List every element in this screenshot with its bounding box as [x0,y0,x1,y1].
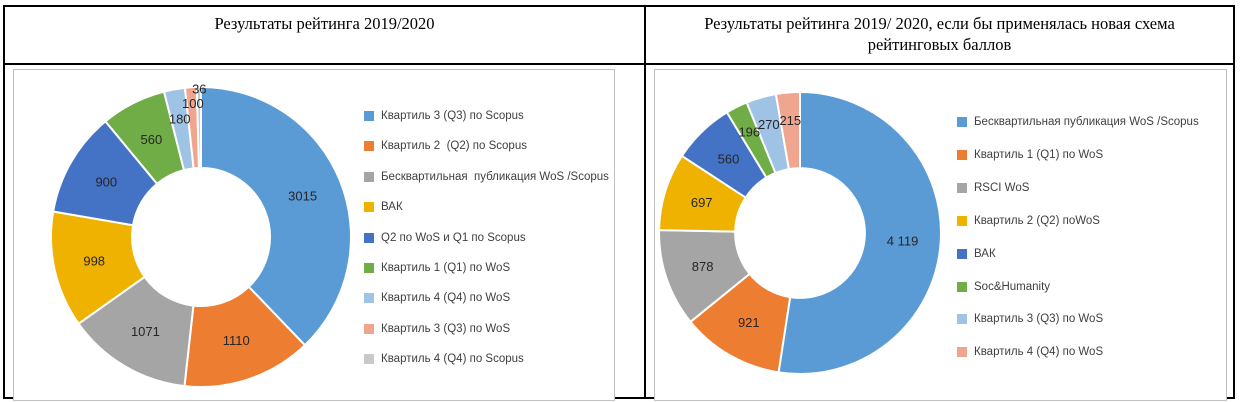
legend-swatch-icon [364,323,374,334]
legend-label: Бесквартильная публикация WoS /Scopus [974,116,1199,128]
chart-title-line-2: рейтинговых баллов [867,35,1012,54]
legend-swatch-icon [364,141,374,152]
legend-swatch-icon [364,202,374,213]
slice-value-label: 215 [779,113,801,128]
legend-item[interactable]: Q2 по WoS и Q1 по Scopus [364,230,526,246]
legend-label: Квартиль 3 (Q3) по Scopus [381,110,524,122]
legend-item[interactable]: Квартиль 1 (Q1) по WoS [364,260,510,276]
slice-value-label: 697 [691,195,713,210]
legend-swatch-icon [957,314,967,325]
slice-value-label: 36 [192,82,206,97]
legend-label: Квартиль 3 (Q3) по WoS [974,313,1104,326]
chart-legend: Квартиль 3 (Q3) по Scopus Квартиль 2 (Q2)… [14,70,614,400]
slice-value-label: 270 [758,117,780,132]
legend-label: Q2 по WoS и Q1 по Scopus [381,231,526,244]
legend-label: ВАК [381,201,403,214]
legend-swatch-icon [957,215,967,226]
legend-label: Квартиль 4 (Q4) по WoS [381,292,511,305]
donut-slice[interactable] [777,90,942,375]
slice-value-label: 921 [738,315,760,330]
legend-swatch-icon [364,263,374,273]
legend-swatch-icon [364,293,374,304]
legend-item[interactable]: RSCI WoS [957,180,1029,196]
legend-swatch-icon [957,149,967,160]
legend-label: Бесквартильная публикация WoS /Scopus [381,170,609,183]
slice-value-label: 100 [182,96,204,111]
donut-chart-2019-2020[interactable]: 3015 1110 1071 998 900 560 180 100 36 Квартиль 3 … [13,69,615,401]
legend-swatch-icon [364,171,374,182]
legend-label: Soc&Humanity [974,280,1051,293]
slice-value-label: 900 [95,175,117,190]
left-chart-cell: 3015 1110 1071 998 900 560 180 100 36 Квартиль 3 … [5,65,644,401]
legend-item[interactable]: Квартиль 4 (Q4) по Scopus [364,351,524,367]
legend-label: Квартиль 4 (Q4) по Scopus [381,353,524,366]
legend-label: ВАК [974,247,996,260]
slice-value-label: 998 [83,254,105,269]
legend-label: Квартиль 2 (Q2) по Scopus [381,140,527,153]
left-panel: Результаты рейтинга 2019/2020 3015 1110 10… [5,7,646,401]
legend-item[interactable]: Бесквартильная публикация WoS /Scopus [957,114,1199,130]
legend-label: Квартиль 1 (Q1) по WoS [381,262,511,274]
legend-item[interactable]: Квартиль 3 (Q3) по Scopus [364,108,524,124]
legend-item[interactable]: Квартиль 4 (Q4) по WoS [364,290,510,306]
donut-slice[interactable] [774,90,801,171]
legend-swatch-icon [957,347,967,358]
slice-value-label: 196 [738,125,760,140]
legend-swatch-icon [364,232,374,243]
legend-swatch-icon [364,354,374,365]
donut-chart-new-scheme[interactable]: 4 119 921 878 697 560 196 270 215 Бесквартильная… [654,69,1227,401]
legend-item[interactable]: Квартиль 1 (Q1) по WoS [957,147,1103,163]
right-panel: Результаты рейтинга 2019/ 2020, если бы … [646,7,1233,401]
legend-label: Квартиль 4 (Q4) по WoS [974,346,1104,359]
legend-item[interactable]: ВАК [364,199,403,215]
slice-value-label: 560 [718,152,740,167]
legend-item[interactable]: Квартиль 2 (Q2) по Scopus [364,138,527,154]
chart-legend: Бесквартильная публикация WoS /Scopus Ква… [655,70,1226,400]
legend-item[interactable]: Квартиль 4 (Q4) по WoS [957,344,1103,360]
legend-item[interactable]: Soc&Humanity [957,279,1050,295]
legend-item[interactable]: Квартиль 3 (Q3) по WoS [957,311,1103,327]
legend-label: Квартиль 1 (Q1) по WoS [974,148,1104,161]
right-chart-cell: 4 119 921 878 697 560 196 270 215 Бесквартильная… [646,65,1233,401]
slice-value-label: 4 119 [887,233,919,248]
donut-slice[interactable] [195,85,202,170]
slice-value-label: 3015 [288,189,317,204]
right-chart-title-cell: Результаты рейтинга 2019/ 2020, если бы … [646,7,1233,65]
legend-swatch-icon [364,111,374,121]
slice-value-label: 1071 [131,324,160,339]
legend-label: RSCI WoS [974,181,1030,194]
slice-value-label: 180 [169,111,191,126]
legend-item[interactable]: ВАК [957,246,996,262]
legend-label: Квартиль 2 (Q2) поWoS [974,214,1100,227]
legend-item[interactable]: Квартиль 3 (Q3) по WoS [364,321,510,337]
legend-swatch-icon [957,281,967,292]
donut-slice[interactable] [200,85,352,347]
legend-item[interactable]: Квартиль 2 (Q2) поWoS [957,213,1100,229]
legend-swatch-icon [957,182,967,193]
results-table: Результаты рейтинга 2019/2020 3015 1110 10… [3,5,1235,401]
legend-swatch-icon [957,248,967,259]
legend-swatch-icon [957,117,967,127]
chart-title-line-1: Результаты рейтинга 2019/ 2020, если бы … [704,14,1175,33]
slice-value-label: 878 [692,259,714,274]
slice-value-label: 1110 [223,333,250,348]
chart-title: Результаты рейтинга 2019/2020 [214,14,435,33]
slice-value-label: 560 [141,132,163,147]
left-chart-title-cell: Результаты рейтинга 2019/2020 [5,7,644,65]
legend-label: Квартиль 3 (Q3) по WoS [381,322,511,335]
legend-item[interactable]: Бесквартильная публикация WoS /Scopus [364,169,609,185]
